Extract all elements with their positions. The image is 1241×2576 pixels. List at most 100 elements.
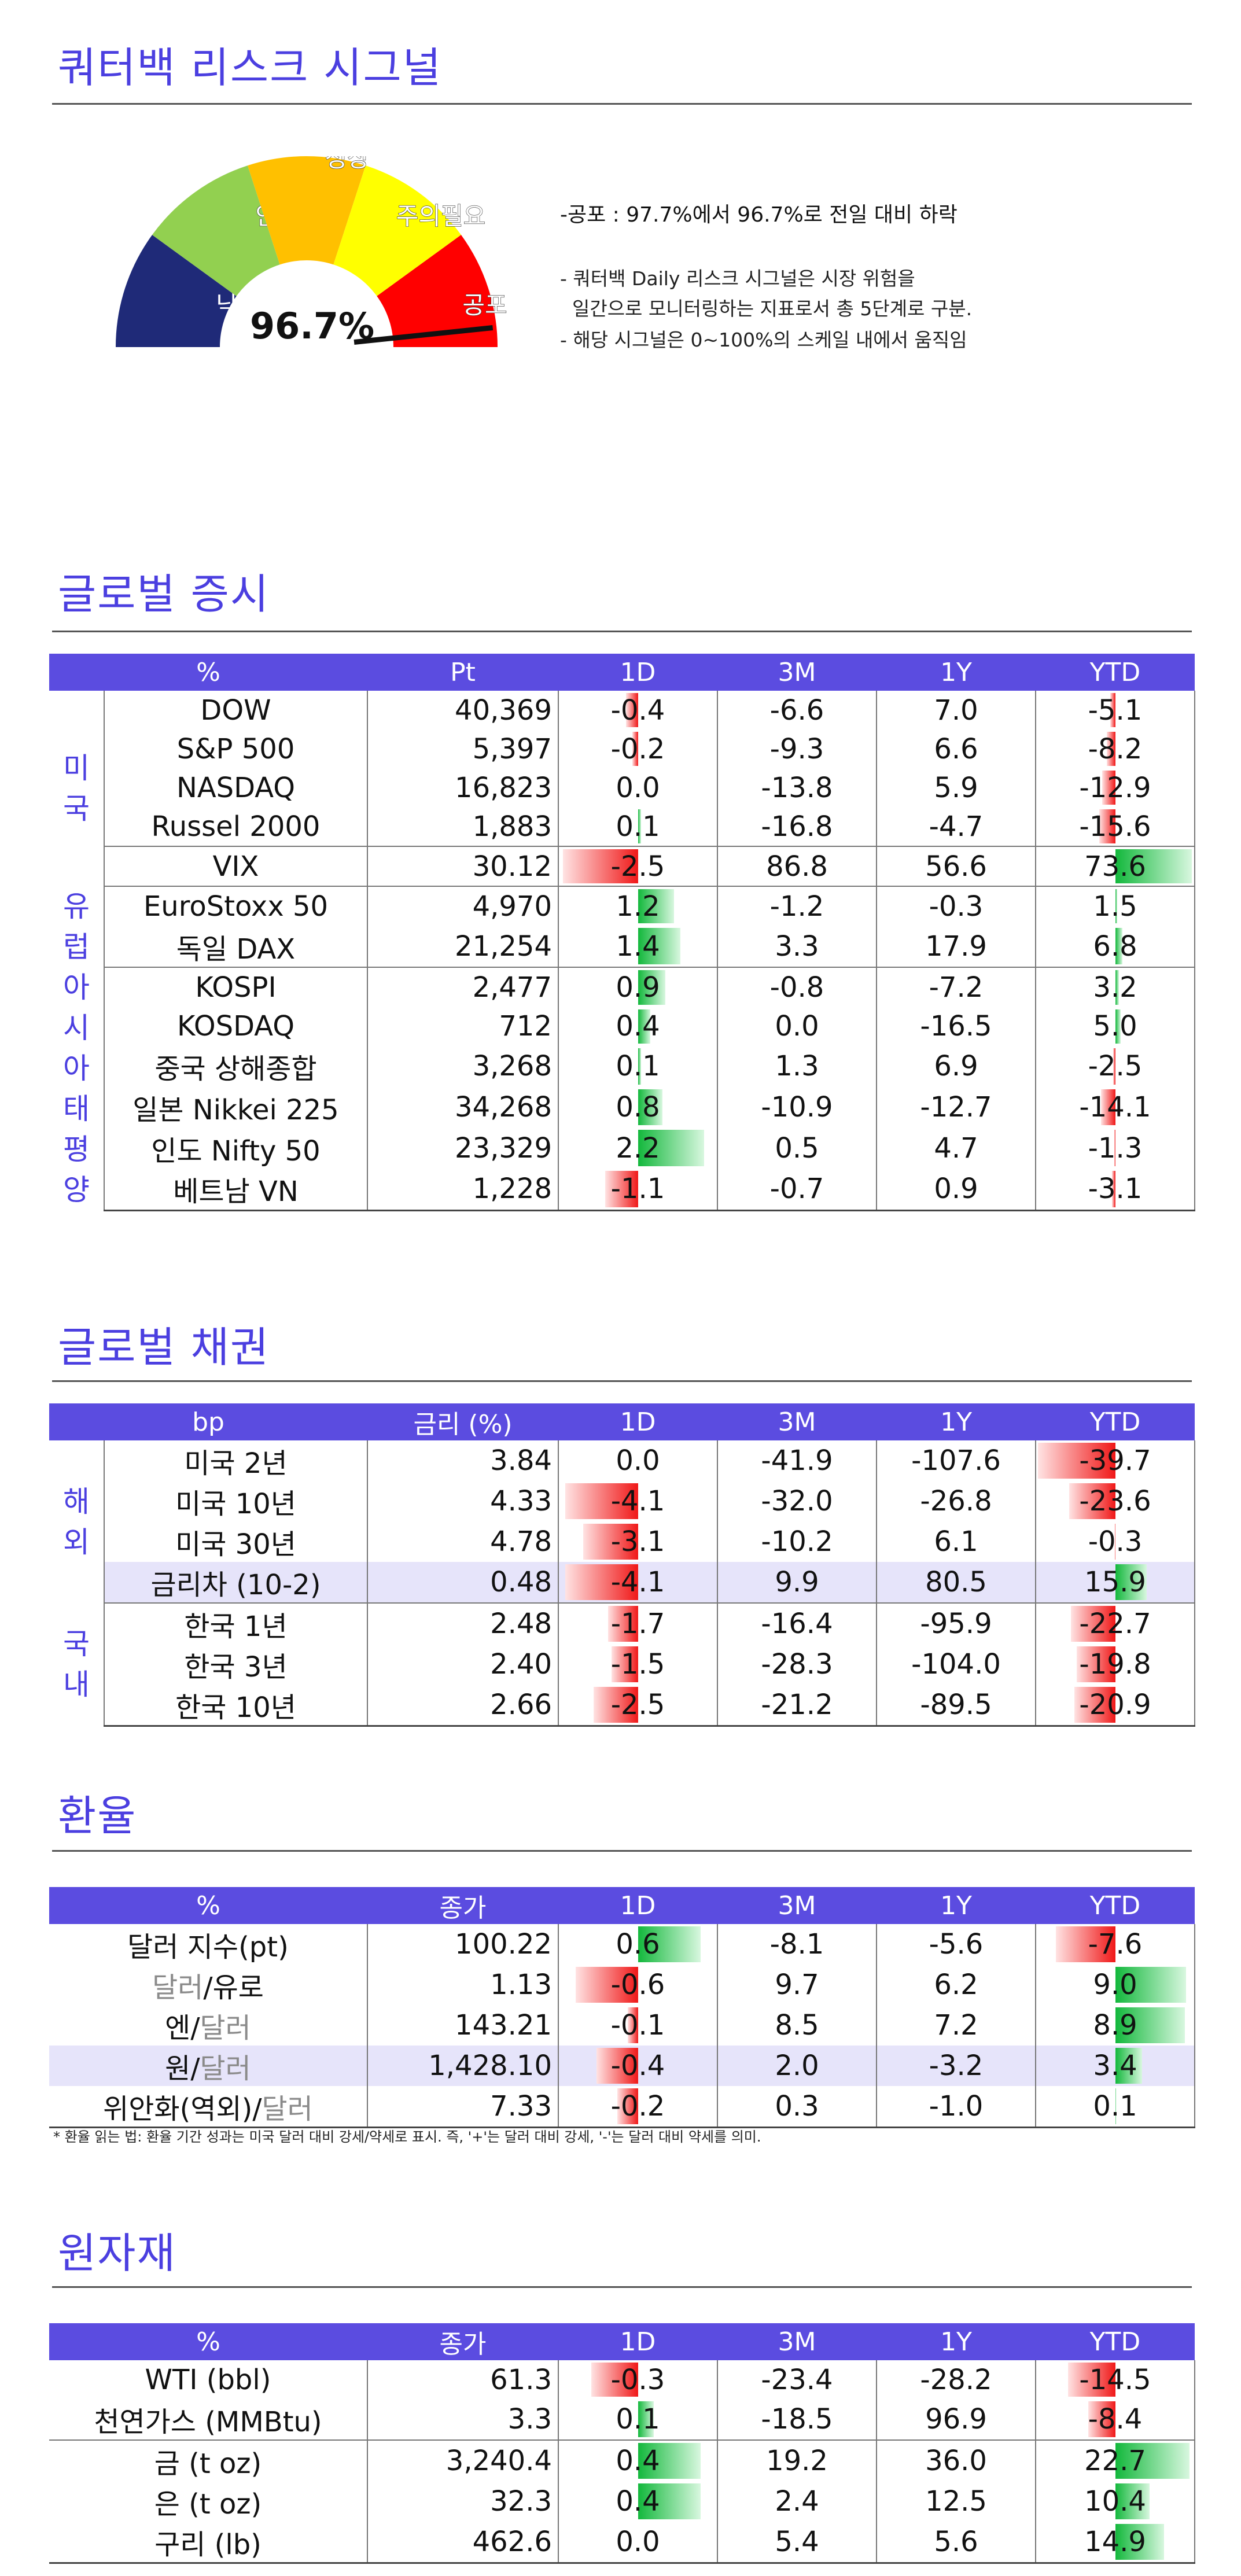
equity-1d-cell: -0.4 (558, 691, 718, 729)
bond-ytd-cell: 15.9 (1036, 1562, 1196, 1604)
equity-1d-bar (638, 889, 675, 924)
commodity-name: 금 (t oz) (49, 2440, 368, 2481)
equity-1d-value: -1.1 (610, 1173, 665, 1206)
equity-level: 2,477 (367, 967, 559, 1007)
fx-name-dollar: 달러 (152, 1971, 204, 2004)
equity-row: Russel 2000 1,883 0.1 -16.8 -4.7 -15.6 (49, 807, 1195, 846)
fx-1y-value: -1.0 (877, 2086, 1036, 2128)
equity-name: KOSPI (104, 967, 368, 1007)
commodity-ytd-value: 22.7 (1084, 2445, 1146, 2477)
bond-ytd-bar (1038, 1443, 1115, 1479)
bond-level: 2.40 (367, 1644, 559, 1685)
bond-row: 금리차 (10-2) 0.48 -4.1 9.9 80.5 15.9 (49, 1562, 1196, 1604)
bond-3m-value: -41.9 (717, 1440, 878, 1481)
fx-3m-value: 2.0 (717, 2046, 877, 2086)
equity-name: NASDAQ (104, 768, 368, 807)
fx-ytd-cell: 3.4 (1036, 2046, 1195, 2086)
bond-ytd-value: -22.7 (1079, 1608, 1151, 1640)
equity-1d-value: 0.0 (616, 771, 660, 804)
equity-1d-value: 0.4 (616, 1010, 660, 1043)
commodity-1y-value: 36.0 (877, 2440, 1036, 2481)
commodity-name: 은 (t oz) (49, 2481, 368, 2522)
equity-name: EuroStoxx 50 (104, 886, 368, 926)
equity-ytd-cell: 73.6 (1036, 846, 1195, 887)
commodity-level: 32.3 (367, 2481, 559, 2522)
equity-ytd-bar (1115, 889, 1117, 924)
commodity-1d-cell: -0.3 (558, 2360, 718, 2399)
commodity-name: 구리 (lb) (49, 2522, 368, 2564)
fx-name-part: 달러 지수(pt) (127, 1931, 289, 1963)
bond-1y-value: -95.9 (877, 1603, 1037, 1644)
equity-1d-bar (638, 1009, 650, 1044)
bond-3m-value: -16.4 (717, 1603, 878, 1644)
equity-ytd-bar (1115, 1009, 1121, 1044)
equity-ytd-bar (1100, 1089, 1115, 1126)
equity-level: 30.12 (367, 846, 559, 887)
commodity-1d-cell: 0.1 (558, 2399, 718, 2441)
equity-name: 베트남 VN (104, 1168, 368, 1211)
commodity-3m-value: -23.4 (717, 2360, 877, 2399)
bond-1d-value: -3.1 (610, 1525, 665, 1558)
commodity-col-header-3: 3M (717, 2323, 877, 2360)
equity-1y-value: -7.2 (877, 967, 1036, 1007)
fx-name-part: 원/ (165, 2052, 200, 2085)
equity-divider (52, 631, 1192, 632)
commodity-3m-value: 19.2 (717, 2440, 877, 2481)
equity-1d-value: -0.2 (610, 732, 665, 765)
fx-3m-value: 9.7 (717, 1965, 877, 2005)
equity-ytd-cell: -15.6 (1036, 807, 1195, 846)
commodity-level: 3.3 (367, 2399, 559, 2441)
fx-1y-value: 6.2 (877, 1965, 1036, 2005)
fx-name-dollar: 달러 (200, 2012, 251, 2044)
equity-1d-value: 1.4 (616, 930, 660, 963)
equity-1d-bar (605, 1170, 638, 1207)
fx-ytd-value: 0.1 (1093, 2090, 1137, 2122)
equity-1d-bar (638, 1089, 662, 1126)
equity-table: % Pt 1D 3M 1Y YTD 미 국 DOW 40,369 -0.4 -6.6 7.0 -5.1 S… (49, 654, 1195, 1211)
equity-1d-value: 0.9 (616, 971, 660, 1004)
bond-ytd-value: -19.8 (1079, 1648, 1151, 1681)
commodity-1y-value: 12.5 (877, 2481, 1036, 2522)
gauge-segment-2 (248, 156, 366, 265)
fx-name-part: 엔/ (165, 2012, 200, 2044)
fx-ytd-value: 8.9 (1093, 2009, 1137, 2041)
equity-row: 인도 Nifty 50 23,329 2.2 0.5 4.7 -1.3 (49, 1127, 1195, 1169)
equity-col-header-4: 1Y (877, 654, 1036, 691)
commodity-ytd-cell: -14.5 (1036, 2360, 1195, 2399)
bond-1d-value: -4.1 (610, 1566, 665, 1598)
equity-1d-bar (563, 849, 638, 883)
bond-3m-value: -10.2 (717, 1521, 878, 1562)
commodity-ytd-bar (1115, 2443, 1190, 2479)
equity-row: 독일 DAX 21,254 1.4 3.3 17.9 6.8 (49, 926, 1195, 968)
commodity-name: 천연가스 (MMBtu) (49, 2399, 368, 2441)
commodity-name: WTI (bbl) (49, 2360, 368, 2399)
equity-ytd-value: 6.8 (1093, 930, 1137, 963)
bond-row: 해 외 미국 2년 3.84 0.0 -41.9 -107.6 -39.7 (49, 1440, 1196, 1603)
bond-ytd-cell: -22.7 (1036, 1603, 1196, 1644)
commodity-1d-bar (638, 2483, 701, 2519)
bond-name: 미국 2년 (104, 1440, 369, 1481)
bond-group-label: 해 외 (49, 1440, 105, 1603)
equity-1d-bar (638, 1048, 642, 1085)
fx-1d-cell: -0.4 (558, 2046, 718, 2086)
bond-row: 한국 10년 2.66 -2.5 -21.2 -89.5 -20.9 (49, 1685, 1196, 1727)
bond-ytd-cell: -19.8 (1036, 1644, 1196, 1685)
equity-ytd-bar (1112, 1170, 1115, 1207)
equity-3m-value: -0.7 (717, 1168, 877, 1211)
bond-1d-cell: -1.5 (558, 1644, 719, 1685)
commodities-section-title: 원자재 (58, 2229, 176, 2278)
bond-level: 4.33 (367, 1481, 559, 1521)
bond-1d-value: -4.1 (610, 1485, 665, 1517)
equity-3m-value: 0.5 (717, 1127, 877, 1169)
equity-1y-value: 6.9 (877, 1046, 1036, 1087)
commodity-1y-value: -28.2 (877, 2360, 1036, 2399)
commodity-level: 61.3 (367, 2360, 559, 2399)
equity-1d-cell: 1.4 (558, 926, 718, 968)
fx-ytd-cell: 8.9 (1036, 2005, 1195, 2046)
fx-col-header-5: YTD (1036, 1887, 1195, 1924)
fx-ytd-cell: 0.1 (1036, 2086, 1195, 2128)
equity-level: 21,254 (367, 926, 559, 968)
bond-col-header-2: 1D (558, 1403, 718, 1440)
gauge-label-3: 주의필요 (396, 202, 486, 230)
bond-name: 한국 1년 (104, 1603, 369, 1644)
